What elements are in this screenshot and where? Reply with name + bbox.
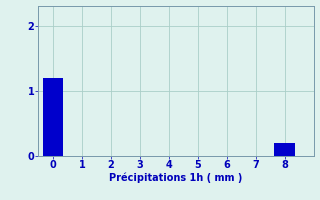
Bar [275, 143, 295, 156]
Bar [43, 78, 63, 156]
X-axis label: Précipitations 1h ( mm ): Précipitations 1h ( mm ) [109, 173, 243, 183]
